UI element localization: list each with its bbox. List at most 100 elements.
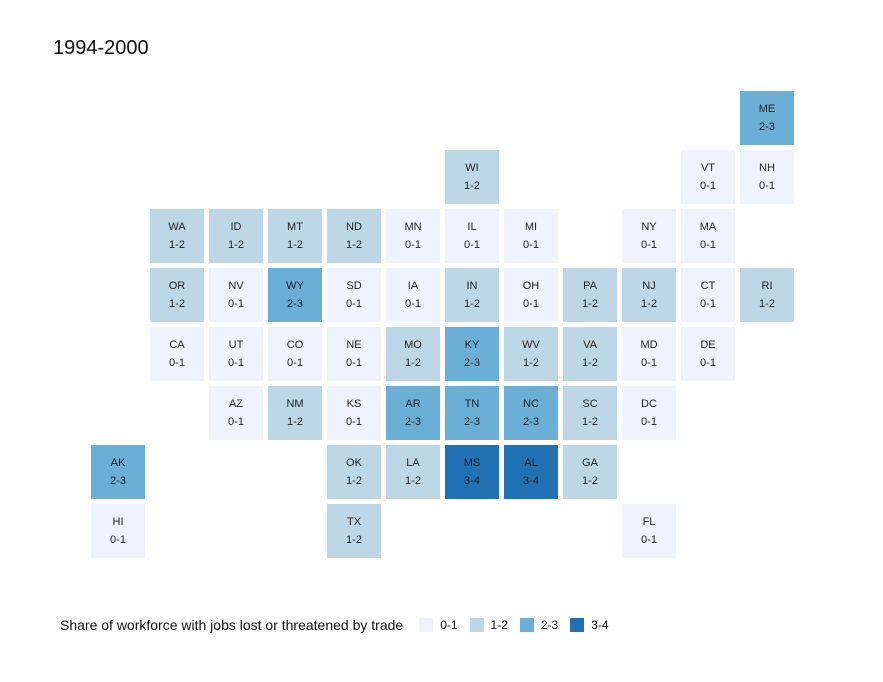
state-tile-ms: MS 3-4 bbox=[445, 445, 499, 499]
state-abbr: KS bbox=[346, 398, 362, 410]
state-range: 1-2 bbox=[287, 416, 303, 428]
state-abbr: WA bbox=[168, 221, 186, 233]
state-abbr: SC bbox=[582, 398, 598, 410]
legend-label: 3-4 bbox=[591, 618, 609, 632]
state-abbr: AL bbox=[524, 457, 538, 469]
state-range: 0-1 bbox=[110, 534, 126, 546]
state-abbr: MD bbox=[640, 339, 658, 351]
state-abbr: AK bbox=[110, 457, 126, 469]
state-tile-dc: DC 0-1 bbox=[622, 386, 676, 440]
state-abbr: CA bbox=[169, 339, 185, 351]
state-tile-la: LA 1-2 bbox=[386, 445, 440, 499]
state-range: 0-1 bbox=[700, 357, 716, 369]
state-range: 1-2 bbox=[346, 239, 362, 251]
state-abbr: PA bbox=[583, 280, 597, 292]
state-tile-fl: FL 0-1 bbox=[622, 504, 676, 558]
state-abbr: ME bbox=[758, 103, 776, 115]
state-abbr: ID bbox=[230, 221, 242, 233]
state-tile-in: IN 1-2 bbox=[445, 268, 499, 322]
state-range: 1-2 bbox=[582, 416, 598, 428]
state-tile-ut: UT 0-1 bbox=[209, 327, 263, 381]
state-tile-nc: NC 2-3 bbox=[504, 386, 558, 440]
state-abbr: MA bbox=[699, 221, 717, 233]
state-range: 0-1 bbox=[641, 239, 657, 251]
state-tile-de: DE 0-1 bbox=[681, 327, 735, 381]
state-abbr: TN bbox=[464, 398, 480, 410]
state-abbr: ND bbox=[346, 221, 362, 233]
legend-label: 2-3 bbox=[540, 618, 559, 632]
state-tile-al: AL 3-4 bbox=[504, 445, 558, 499]
state-abbr: VT bbox=[700, 162, 716, 174]
legend-swatch bbox=[419, 618, 434, 632]
legend-label: 0-1 bbox=[440, 618, 458, 632]
state-abbr: WY bbox=[286, 280, 304, 292]
state-range: 1-2 bbox=[523, 357, 539, 369]
state-range: 1-2 bbox=[582, 475, 598, 487]
state-tile-pa: PA 1-2 bbox=[563, 268, 617, 322]
state-abbr: UT bbox=[228, 339, 244, 351]
legend-item: 3-4 bbox=[570, 618, 614, 632]
state-tile-nd: ND 1-2 bbox=[327, 209, 381, 263]
state-tile-az: AZ 0-1 bbox=[209, 386, 263, 440]
state-abbr: FL bbox=[642, 516, 656, 528]
state-range: 0-1 bbox=[523, 239, 539, 251]
state-range: 1-2 bbox=[582, 298, 598, 310]
state-abbr: HI bbox=[112, 516, 124, 528]
state-range: 1-2 bbox=[346, 475, 362, 487]
state-abbr: NC bbox=[523, 398, 539, 410]
state-range: 0-1 bbox=[228, 357, 244, 369]
state-range: 0-1 bbox=[700, 180, 716, 192]
state-tile-wi: WI 1-2 bbox=[445, 150, 499, 204]
state-abbr: GA bbox=[582, 457, 598, 469]
state-abbr: MI bbox=[524, 221, 538, 233]
state-tile-ne: NE 0-1 bbox=[327, 327, 381, 381]
state-abbr: SD bbox=[346, 280, 362, 292]
state-tile-hi: HI 0-1 bbox=[91, 504, 145, 558]
state-range: 1-2 bbox=[169, 298, 185, 310]
state-abbr: CO bbox=[286, 339, 304, 351]
state-range: 1-2 bbox=[641, 298, 657, 310]
state-abbr: IN bbox=[466, 280, 478, 292]
legend-title: Share of workforce with jobs lost or thr… bbox=[60, 617, 404, 633]
state-tile-ar: AR 2-3 bbox=[386, 386, 440, 440]
state-range: 0-1 bbox=[228, 298, 244, 310]
state-tile-ma: MA 0-1 bbox=[681, 209, 735, 263]
state-range: 0-1 bbox=[641, 534, 657, 546]
state-abbr: MS bbox=[463, 457, 481, 469]
state-tile-ri: RI 1-2 bbox=[740, 268, 794, 322]
state-range: 2-3 bbox=[523, 416, 539, 428]
legend-swatch bbox=[570, 618, 585, 632]
state-tile-tn: TN 2-3 bbox=[445, 386, 499, 440]
state-range: 0-1 bbox=[759, 180, 775, 192]
state-tile-tx: TX 1-2 bbox=[327, 504, 381, 558]
legend: Share of workforce with jobs lost or thr… bbox=[60, 615, 615, 635]
state-range: 1-2 bbox=[464, 298, 480, 310]
state-range: 1-2 bbox=[228, 239, 244, 251]
state-range: 0-1 bbox=[346, 416, 362, 428]
legend-item: 1-2 bbox=[469, 618, 514, 632]
state-tile-ia: IA 0-1 bbox=[386, 268, 440, 322]
state-tile-wv: WV 1-2 bbox=[504, 327, 558, 381]
state-range: 0-1 bbox=[169, 357, 185, 369]
state-abbr: DC bbox=[641, 398, 657, 410]
state-range: 0-1 bbox=[346, 298, 362, 310]
state-range: 1-2 bbox=[405, 475, 421, 487]
state-abbr: CT bbox=[700, 280, 716, 292]
state-tile-nj: NJ 1-2 bbox=[622, 268, 676, 322]
state-range: 0-1 bbox=[641, 416, 657, 428]
state-abbr: RI bbox=[761, 280, 773, 292]
state-tile-sc: SC 1-2 bbox=[563, 386, 617, 440]
state-abbr: NJ bbox=[642, 280, 656, 292]
state-abbr: AZ bbox=[228, 398, 244, 410]
state-abbr: OR bbox=[168, 280, 186, 292]
state-tile-sd: SD 0-1 bbox=[327, 268, 381, 322]
state-tile-mi: MI 0-1 bbox=[504, 209, 558, 263]
state-abbr: AR bbox=[405, 398, 421, 410]
state-tile-il: IL 0-1 bbox=[445, 209, 499, 263]
state-abbr: TX bbox=[346, 516, 362, 528]
map-title: 1994-2000 bbox=[53, 37, 149, 59]
legend-item: 2-3 bbox=[519, 618, 564, 632]
state-tile-ak: AK 2-3 bbox=[91, 445, 145, 499]
state-range: 0-1 bbox=[700, 298, 716, 310]
